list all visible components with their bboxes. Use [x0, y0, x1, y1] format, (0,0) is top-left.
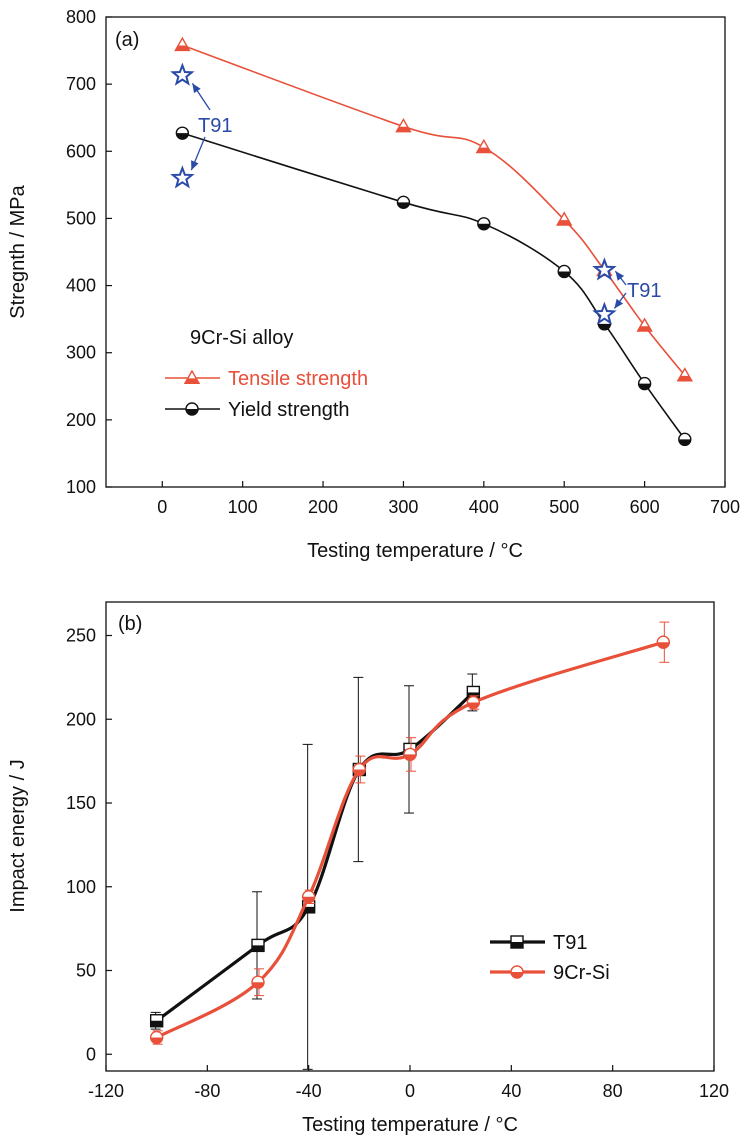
y-tick-label: 700 [66, 74, 96, 94]
legend-label: T91 [553, 932, 587, 954]
legend-marker-fill [185, 378, 199, 384]
x-tick-label: 700 [710, 497, 740, 517]
x-tick-label: 120 [699, 1081, 729, 1101]
data-point-fill [637, 326, 652, 332]
y-tick-label: 250 [66, 626, 96, 646]
data-point-fill [598, 323, 611, 330]
data-point-fill [353, 769, 366, 776]
legend-marker-fill [511, 942, 523, 948]
y-tick-label: 150 [66, 793, 96, 813]
reference-point-star [592, 257, 617, 281]
panel-b-y-axis-title: Impact energy / J [7, 759, 29, 912]
data-point-fill [175, 45, 190, 51]
y-tick-label: 0 [86, 1044, 96, 1064]
panel-b-label: (b) [118, 613, 142, 635]
data-point-fill [677, 375, 692, 381]
x-tick-label: -80 [194, 1081, 220, 1101]
data-point-fill [397, 202, 410, 209]
panel-a-y-axis-title: Stregnth / MPa [7, 184, 29, 318]
x-tick-label: 200 [308, 497, 338, 517]
panel-a-t91-annotation-left: T91 [198, 115, 232, 137]
x-tick-label: 0 [157, 497, 167, 517]
panel-a-t91-annotation-right: T91 [627, 280, 661, 302]
panel-a-x-axis-title: Testing temperature / °C [307, 540, 523, 562]
y-tick-label: 200 [66, 709, 96, 729]
y-tick-label: 100 [66, 477, 96, 497]
panel-b-impact-chart: (b) -120 -80 -40 0 40 80 120 0 50 100 150 200 250 Te… [7, 601, 729, 1136]
annotation-arrowhead [614, 298, 624, 309]
data-point-fill [558, 271, 571, 278]
x-tick-label: 500 [549, 497, 579, 517]
panel-b-plot-frame [105, 601, 715, 1072]
data-point-fill [476, 147, 491, 153]
series-line-yield-strength [182, 132, 686, 440]
panel-a-legend: Tensile strength Yield strength [165, 368, 368, 421]
data-point-fill [302, 906, 315, 913]
data-point-fill [404, 754, 416, 761]
data-point-fill [638, 383, 651, 390]
reference-point-star [170, 62, 195, 86]
legend-marker-fill [186, 409, 198, 415]
annotation-arrowhead [192, 83, 201, 94]
data-point-fill [467, 702, 480, 709]
y-tick-label: 200 [66, 410, 96, 430]
data-point-fill [150, 1020, 163, 1027]
series-line-tensile-strength [182, 44, 686, 377]
legend-label: Yield strength [228, 399, 350, 421]
y-tick-label: 800 [66, 7, 96, 27]
panel-a-label: (a) [115, 29, 139, 51]
y-tick-label: 300 [66, 343, 96, 363]
annotation-arrowhead [191, 160, 199, 171]
data-point-fill [477, 223, 490, 230]
panel-a-legend-title: 9Cr-Si alloy [190, 327, 293, 349]
legend-label: 9Cr-Si [553, 962, 610, 984]
panel-a-strength-chart: (a) 0 100 200 300 400 500 600 700 100 200 300 400 50… [7, 7, 740, 562]
y-tick-label: 50 [76, 961, 96, 981]
data-point-fill [657, 642, 670, 649]
data-point-fill [176, 133, 189, 140]
data-point-fill [302, 896, 315, 903]
annotation-arrowhead [615, 271, 625, 281]
y-tick-label: 100 [66, 877, 96, 897]
panel-b-legend: T91 9Cr-Si [490, 932, 610, 984]
x-tick-label: 600 [630, 497, 660, 517]
x-tick-label: 300 [388, 497, 418, 517]
x-tick-label: 0 [405, 1081, 415, 1101]
reference-point-star [592, 301, 617, 325]
data-point-fill [557, 220, 572, 226]
x-tick-label: -120 [88, 1081, 124, 1101]
x-tick-label: 400 [469, 497, 499, 517]
y-tick-label: 600 [66, 141, 96, 161]
panel-a-annotation-arrows [190, 83, 627, 309]
legend-marker-fill [511, 972, 523, 978]
data-point-fill [150, 1037, 163, 1044]
x-tick-label: 40 [501, 1081, 521, 1101]
y-tick-label: 400 [66, 276, 96, 296]
x-tick-label: -40 [296, 1081, 322, 1101]
y-tick-label: 500 [66, 208, 96, 228]
data-point-fill [678, 439, 691, 446]
panel-a-plot-frame [105, 16, 726, 488]
panel-b-x-axis-title: Testing temperature / °C [302, 1114, 518, 1136]
x-tick-label: 80 [603, 1081, 623, 1101]
data-point-fill [252, 982, 264, 989]
legend-label: Tensile strength [228, 368, 368, 390]
data-point-fill [252, 945, 264, 952]
reference-point-star [170, 165, 195, 189]
x-tick-label: 100 [228, 497, 258, 517]
data-point-fill [396, 126, 411, 132]
